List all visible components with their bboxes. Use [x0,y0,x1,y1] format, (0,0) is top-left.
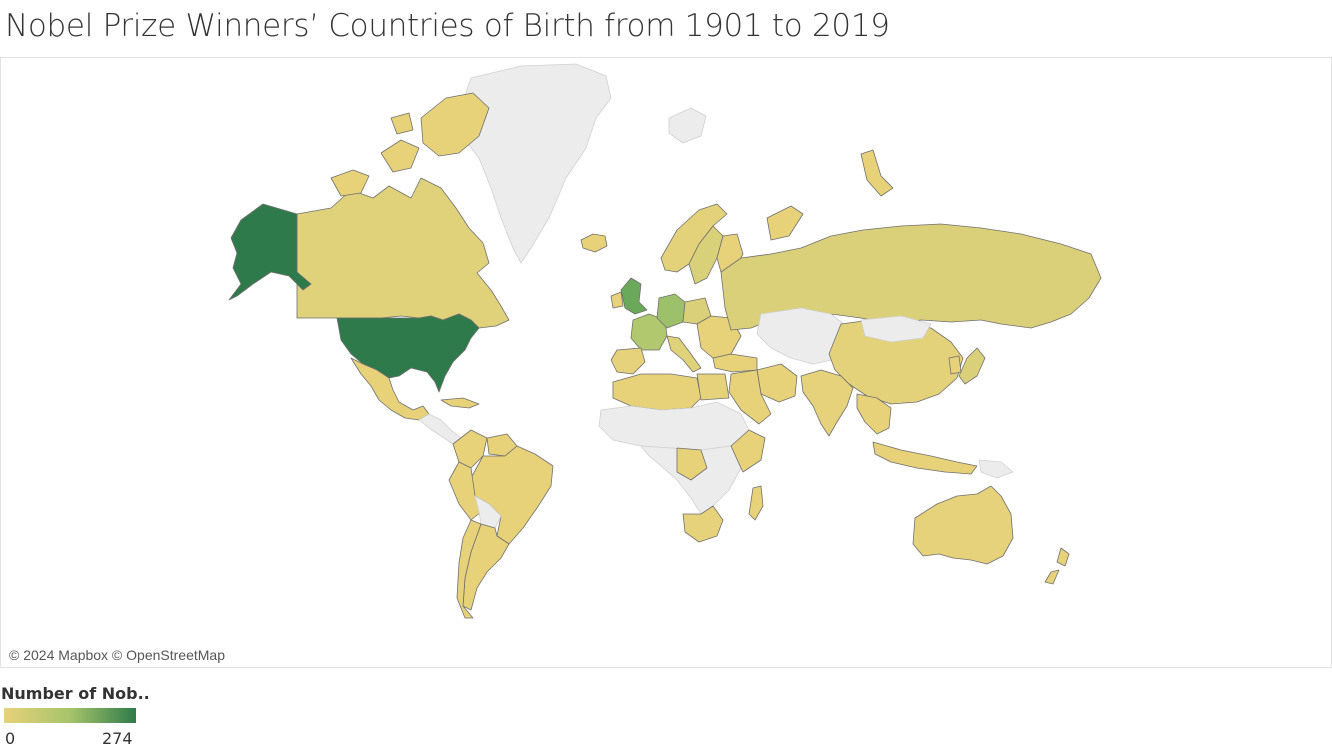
country-canada-arctic[interactable] [330,92,490,197]
country-spain[interactable] [610,347,646,375]
chart-title: Nobel Prize Winners’ Countries of Birth … [5,8,890,44]
region-africa-congo[interactable] [676,447,708,481]
country-mongolia[interactable] [860,315,932,343]
map-attribution[interactable]: © 2024 Mapbox © OpenStreetMap [9,647,225,663]
country-canada[interactable] [296,177,510,329]
legend-color-ramp [4,708,136,723]
country-india[interactable] [800,369,854,437]
country-united-states[interactable] [336,313,480,393]
region-indonesia[interactable] [872,441,978,475]
legend-max-label: 274 [102,729,133,748]
world-map[interactable] [1,58,1331,667]
country-turkey[interactable] [712,353,758,373]
color-legend: Number of Nob.. 0 274 [0,683,200,751]
country-svalbard[interactable] [668,107,707,144]
legend-min-label: 0 [5,729,16,748]
country-chile[interactable] [456,519,482,619]
region-africa-north[interactable] [612,373,702,411]
country-korea[interactable] [948,355,962,375]
country-united-states-alaska[interactable] [228,203,312,301]
country-italy[interactable] [666,335,702,373]
country-peru[interactable] [448,461,482,521]
country-ireland[interactable] [610,291,624,309]
country-new-zealand[interactable] [1044,547,1070,585]
country-egypt[interactable] [696,373,730,401]
country-new-guinea[interactable] [978,459,1014,479]
legend-title: Number of Nob.. [1,684,150,703]
country-madagascar[interactable] [748,485,764,521]
country-australia[interactable] [912,485,1014,565]
region-middle-east[interactable] [728,369,772,425]
country-mexico[interactable] [350,357,430,421]
country-iceland[interactable] [580,233,608,253]
country-france[interactable] [630,313,668,351]
map-view[interactable]: © 2024 Mapbox © OpenStreetMap [0,57,1332,668]
country-south-africa[interactable] [682,505,724,543]
country-iran[interactable] [756,363,798,403]
region-africa-east[interactable] [730,429,766,473]
region-southeast-asia[interactable] [856,393,892,435]
region-caribbean[interactable] [440,397,480,409]
country-japan[interactable] [958,347,986,385]
country-greenland[interactable] [458,63,612,264]
region-central-asia[interactable] [756,307,850,365]
region-central-america[interactable] [418,413,462,445]
country-united-kingdom[interactable] [620,277,648,315]
region-africa-sahel[interactable] [598,401,750,451]
country-russia-arctic[interactable] [766,149,894,241]
